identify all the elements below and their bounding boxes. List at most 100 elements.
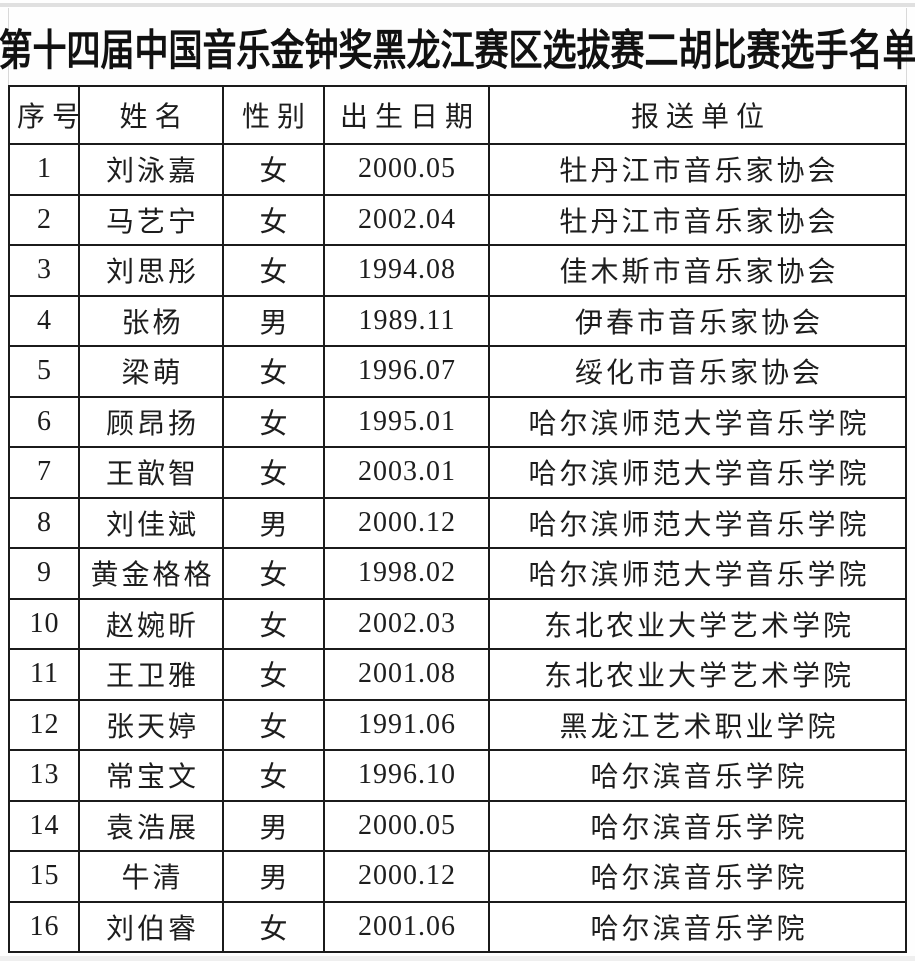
- cell-gender: 女: [222, 698, 325, 751]
- col-header-index: 序号: [8, 85, 80, 145]
- cell-index: 15: [8, 850, 80, 903]
- table-row: 15 牛清男 2000.12 哈尔滨音乐学院: [8, 850, 907, 903]
- cell-gender: 男: [222, 850, 325, 903]
- cell-name: 张杨: [78, 294, 224, 347]
- cell-birthdate: 2000.05: [323, 143, 490, 196]
- table-row: 16 刘伯睿女 2001.06 哈尔滨音乐学院: [8, 900, 907, 953]
- cell-unit: 东北农业大学艺术学院: [488, 597, 907, 650]
- cell-unit: 佳木斯市音乐家协会: [488, 244, 907, 297]
- table-body: 1 刘泳嘉女 2000.05 牡丹江市音乐家协会 2 马艺宁女 2002.04 牡丹江市音乐家…: [8, 143, 907, 953]
- cell-unit: 哈尔滨师范大学音乐学院: [488, 446, 907, 499]
- cell-name: 顾昂扬: [78, 395, 224, 448]
- table-row: 6 顾昂扬女 1995.01 哈尔滨师范大学音乐学院: [8, 395, 907, 448]
- col-header-unit: 报送单位: [488, 85, 907, 145]
- cell-name: 刘思彤: [78, 244, 224, 297]
- cell-index: 6: [8, 395, 80, 448]
- cell-birthdate: 2003.01: [323, 446, 490, 499]
- cell-name: 梁萌: [78, 345, 224, 398]
- cell-unit: 东北农业大学艺术学院: [488, 648, 907, 701]
- cell-gender: 女: [222, 446, 325, 499]
- cell-name: 袁浩展: [78, 799, 224, 852]
- cell-gender: 男: [222, 799, 325, 852]
- cell-unit: 牡丹江市音乐家协会: [488, 143, 907, 196]
- cell-birthdate: 2000.12: [323, 496, 490, 549]
- cell-unit: 哈尔滨音乐学院: [488, 850, 907, 903]
- document-title: 第十四届中国音乐金钟奖黑龙江赛区选拔赛二胡比赛选手名单: [0, 28, 915, 75]
- cell-birthdate: 1996.10: [323, 749, 490, 802]
- cell-name: 刘泳嘉: [78, 143, 224, 196]
- cell-name: 赵婉昕: [78, 597, 224, 650]
- cell-unit: 哈尔滨音乐学院: [488, 799, 907, 852]
- cell-index: 9: [8, 547, 80, 600]
- cell-name: 刘佳斌: [78, 496, 224, 549]
- cell-name: 张天婷: [78, 698, 224, 751]
- cell-gender: 女: [222, 244, 325, 297]
- cell-unit: 哈尔滨师范大学音乐学院: [488, 547, 907, 600]
- col-header-birthdate: 出生日期: [323, 85, 490, 145]
- cell-birthdate: 2000.05: [323, 799, 490, 852]
- cell-birthdate: 1991.06: [323, 698, 490, 751]
- cell-gender: 男: [222, 294, 325, 347]
- cell-index: 12: [8, 698, 80, 751]
- cell-index: 4: [8, 294, 80, 347]
- cell-birthdate: 1995.01: [323, 395, 490, 448]
- cell-index: 16: [8, 900, 80, 953]
- cell-name: 牛清: [78, 850, 224, 903]
- table-row: 1 刘泳嘉女 2000.05 牡丹江市音乐家协会: [8, 143, 907, 196]
- cell-unit: 哈尔滨师范大学音乐学院: [488, 496, 907, 549]
- cell-index: 10: [8, 597, 80, 650]
- cell-unit: 哈尔滨音乐学院: [488, 749, 907, 802]
- cell-index: 11: [8, 648, 80, 701]
- cell-birthdate: 1989.11: [323, 294, 490, 347]
- cell-unit: 哈尔滨音乐学院: [488, 900, 907, 953]
- document-title-block: 第十四届中国音乐金钟奖黑龙江赛区选拔赛二胡比赛选手名单: [0, 8, 915, 85]
- scan-edge-bottom: [0, 956, 915, 961]
- cell-gender: 男: [222, 496, 325, 549]
- table-row: 14 袁浩展男 2000.05 哈尔滨音乐学院: [8, 799, 907, 852]
- cell-gender: 女: [222, 395, 325, 448]
- table-row: 10 赵婉昕女 2002.03 东北农业大学艺术学院: [8, 597, 907, 650]
- cell-birthdate: 2001.08: [323, 648, 490, 701]
- table-row: 3 刘思彤女 1994.08 佳木斯市音乐家协会: [8, 244, 907, 297]
- cell-index: 5: [8, 345, 80, 398]
- col-header-name: 姓名: [78, 85, 224, 145]
- cell-unit: 绥化市音乐家协会: [488, 345, 907, 398]
- col-header-gender: 性别: [222, 85, 325, 145]
- cell-unit: 伊春市音乐家协会: [488, 294, 907, 347]
- scan-edge-top: [0, 3, 915, 7]
- cell-name: 马艺宁: [78, 193, 224, 246]
- cell-unit: 黑龙江艺术职业学院: [488, 698, 907, 751]
- cell-birthdate: 2002.04: [323, 193, 490, 246]
- cell-index: 8: [8, 496, 80, 549]
- cell-index: 7: [8, 446, 80, 499]
- cell-birthdate: 2000.12: [323, 850, 490, 903]
- cell-birthdate: 2002.03: [323, 597, 490, 650]
- cell-unit: 哈尔滨师范大学音乐学院: [488, 395, 907, 448]
- table-row: 4 张杨男 1989.11 伊春市音乐家协会: [8, 294, 907, 347]
- cell-birthdate: 1998.02: [323, 547, 490, 600]
- table-row: 9 黄金格格女 1998.02 哈尔滨师范大学音乐学院: [8, 547, 907, 600]
- cell-index: 14: [8, 799, 80, 852]
- cell-index: 1: [8, 143, 80, 196]
- cell-name: 常宝文: [78, 749, 224, 802]
- cell-birthdate: 1994.08: [323, 244, 490, 297]
- cell-birthdate: 2001.06: [323, 900, 490, 953]
- cell-index: 3: [8, 244, 80, 297]
- table-row: 12 张天婷女 1991.06 黑龙江艺术职业学院: [8, 698, 907, 751]
- cell-name: 黄金格格: [78, 547, 224, 600]
- cell-gender: 女: [222, 143, 325, 196]
- table-row: 5 梁萌女 1996.07 绥化市音乐家协会: [8, 345, 907, 398]
- cell-unit: 牡丹江市音乐家协会: [488, 193, 907, 246]
- cell-name: 王卫雅: [78, 648, 224, 701]
- cell-gender: 女: [222, 345, 325, 398]
- cell-name: 刘伯睿: [78, 900, 224, 953]
- cell-gender: 女: [222, 749, 325, 802]
- cell-gender: 女: [222, 193, 325, 246]
- contestant-table: 序号姓名性别出生日期报送单位 1刘泳嘉女2000.05牡丹江市音乐家协会2马艺宁…: [8, 85, 907, 953]
- cell-birthdate: 1996.07: [323, 345, 490, 398]
- table-row: 2 马艺宁女 2002.04 牡丹江市音乐家协会: [8, 193, 907, 246]
- table-row: 8 刘佳斌男 2000.12 哈尔滨师范大学音乐学院: [8, 496, 907, 549]
- table-row: 7 王歆智女 2003.01 哈尔滨师范大学音乐学院: [8, 446, 907, 499]
- table-row: 13 常宝文女 1996.10 哈尔滨音乐学院: [8, 749, 907, 802]
